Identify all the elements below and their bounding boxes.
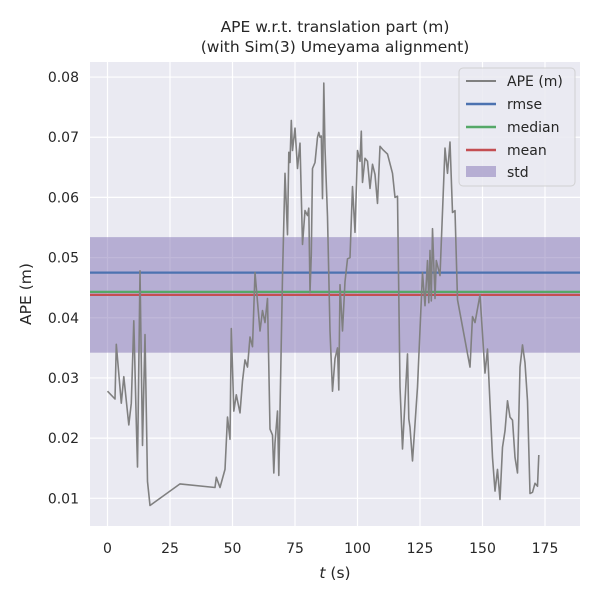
- legend-box: [458, 67, 576, 187]
- y-tick-label-3: 0.04: [48, 311, 79, 327]
- y-tick-label-5: 0.06: [48, 190, 79, 206]
- x-tick-label-3: 75: [286, 541, 304, 557]
- x-tick-labels: 0 25 50 75 100 125 150 175: [103, 541, 558, 557]
- x-tick-label-7: 175: [532, 541, 559, 557]
- x-tick-label-4: 100: [344, 541, 371, 557]
- x-axis-label: t (s): [319, 564, 350, 582]
- y-axis-label: APE (m): [17, 263, 35, 325]
- legend-mean-label: mean: [507, 143, 547, 159]
- chart-title-line-2: (with Sim(3) Umeyama alignment): [201, 38, 470, 56]
- x-axis-label-var: t: [319, 564, 326, 582]
- legend-median-label: median: [507, 120, 559, 136]
- legend-std-swatch: [466, 166, 496, 177]
- legend-rmse-label: rmse: [507, 97, 542, 113]
- legend-ape-label: APE (m): [507, 74, 563, 90]
- y-tick-label-2: 0.03: [48, 371, 79, 387]
- ape-series-line: [106, 82, 540, 507]
- y-tick-label-7: 0.08: [48, 70, 79, 86]
- chart-title-line-1: APE w.r.t. translation part (m): [221, 18, 450, 36]
- x-tick-label-2: 50: [224, 541, 242, 557]
- x-tick-label-5: 125: [407, 541, 434, 557]
- y-tick-label-1: 0.02: [48, 431, 79, 447]
- x-tick-label-1: 25: [161, 541, 179, 557]
- x-tick-label-0: 0: [103, 541, 112, 557]
- x-tick-label-6: 150: [469, 541, 496, 557]
- y-tick-label-6: 0.07: [48, 130, 79, 146]
- y-tick-labels: 0.01 0.02 0.03 0.04 0.05 0.06 0.07 0.08: [48, 70, 79, 507]
- legend: APE (m) rmse median mean std: [458, 67, 576, 187]
- y-tick-label-0: 0.01: [48, 491, 79, 507]
- legend-std-label: std: [507, 165, 529, 181]
- y-tick-label-4: 0.05: [48, 251, 79, 267]
- x-axis-label-unit: (s): [325, 564, 350, 582]
